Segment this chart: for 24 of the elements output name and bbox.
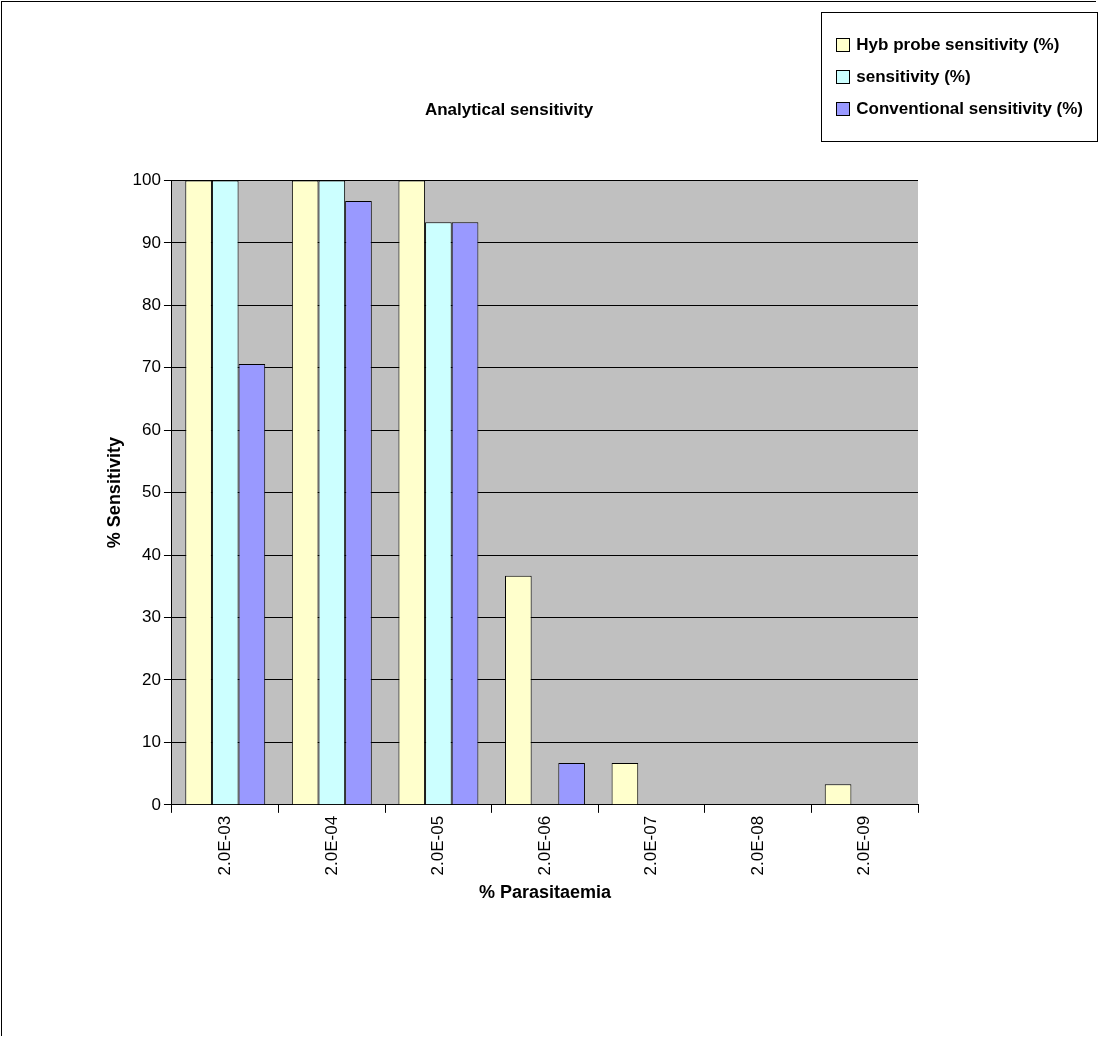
x-tick-label: 2.0E-07 [641, 815, 661, 876]
y-tick-label: 40 [142, 544, 161, 564]
y-axis-title: % Sensitivity [103, 437, 124, 549]
y-tick-label: 0 [151, 794, 161, 814]
x-tick-label: 2.0E-08 [747, 815, 767, 876]
x-tick-label: 2.0E-05 [428, 815, 448, 876]
y-tick-label: 50 [142, 482, 161, 502]
x-axis-title: % Parasitaemia [478, 882, 613, 903]
y-tick-label: 70 [142, 357, 161, 377]
x-tick-label: 2.0E-04 [321, 815, 341, 876]
legend-label: Conventional sensitivity (%) [856, 99, 1083, 119]
y-tick-label: 20 [142, 669, 161, 689]
chart-title: Analytical sensitivity [424, 99, 594, 119]
legend-label: sensitivity (%) [856, 67, 971, 87]
x-tick-label: 2.0E-03 [214, 815, 234, 876]
y-tick-label: 100 [132, 170, 161, 190]
y-tick-label: 90 [142, 232, 161, 252]
y-tick-label: 80 [142, 294, 161, 314]
y-tick-label: 30 [142, 607, 161, 627]
y-tick-label: 60 [142, 419, 161, 439]
x-tick-label: 2.0E-06 [534, 815, 554, 876]
x-tick-label: 2.0E-09 [854, 815, 874, 876]
legend-label: Hyb probe sensitivity (%) [856, 35, 1060, 55]
y-tick-label: 10 [142, 732, 161, 752]
